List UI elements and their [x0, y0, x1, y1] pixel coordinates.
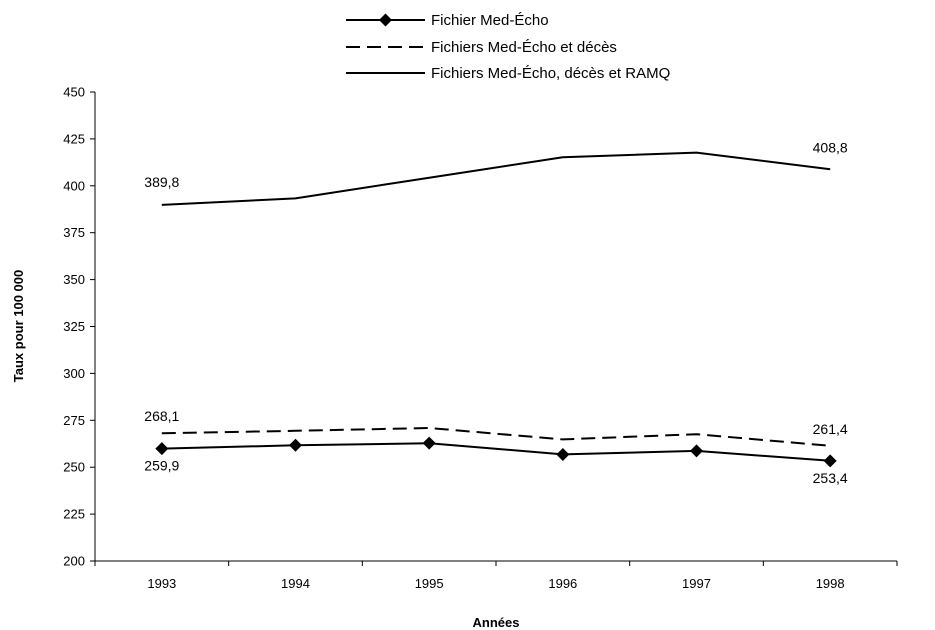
diamond-marker [690, 444, 703, 458]
data-label: 253,4 [813, 470, 848, 486]
x-tick-label: 1995 [415, 576, 444, 591]
series-med-echo-deces-line [161, 427, 831, 447]
data-label: 389,8 [144, 174, 179, 190]
y-tick-label: 325 [63, 319, 85, 334]
y-tick-label: 450 [63, 85, 85, 100]
data-label: 261,4 [813, 421, 848, 437]
legend-diamond-marker [379, 13, 392, 27]
legend-label: Fichiers Med-Écho et décès [431, 39, 617, 56]
diamond-marker [556, 447, 570, 461]
x-tick-label: 1994 [281, 576, 310, 591]
y-tick-label: 400 [63, 178, 85, 193]
data-labels: 259,9 253,4 268,1 261,4 389,8 408,8 [144, 139, 848, 486]
x-tick-label: 1996 [548, 576, 577, 591]
data-label: 259,9 [144, 458, 179, 474]
x-tick-label: 1993 [147, 576, 176, 591]
legend-label: Fichiers Med-Écho, décès et RAMQ [431, 65, 670, 82]
data-label: 268,1 [144, 408, 179, 424]
series-med-echo-deces-ramq-line [161, 151, 831, 206]
y-tick-label: 200 [63, 554, 85, 569]
x-tick-label: 1997 [682, 576, 711, 591]
y-ticks: 200 225 250 275 300 325 350 375 400 425 450 [63, 85, 95, 569]
x-tick-label: 1998 [816, 576, 845, 591]
diamond-marker [289, 438, 302, 452]
legend: Fichier Med-Écho Fichiers Med-Écho et déc… [346, 12, 670, 82]
y-axis-title: Taux pour 100 000 [11, 270, 26, 382]
diamond-marker [823, 454, 837, 468]
y-tick-label: 425 [63, 131, 85, 146]
y-tick-label: 375 [63, 225, 85, 240]
x-ticks: 1993 1994 1995 1996 1997 1998 [94, 561, 898, 591]
y-tick-label: 250 [63, 460, 85, 475]
series-med-echo-line [161, 442, 831, 462]
x-axis-title: Années [473, 615, 520, 630]
diamond-marker [422, 436, 436, 450]
diamond-marker [155, 442, 169, 456]
data-label: 408,8 [813, 139, 848, 155]
legend-label: Fichier Med-Écho [431, 12, 549, 29]
series-layer [155, 151, 837, 468]
y-tick-label: 300 [63, 366, 85, 381]
y-tick-label: 350 [63, 272, 85, 287]
y-tick-label: 275 [63, 413, 85, 428]
y-tick-label: 225 [63, 507, 85, 522]
